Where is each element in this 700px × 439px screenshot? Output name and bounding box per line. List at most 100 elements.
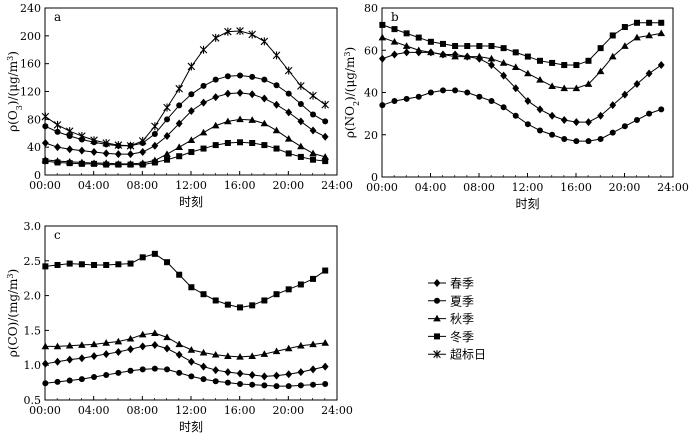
- data-point-square: [285, 286, 292, 293]
- x-tick-label: 16:00: [560, 181, 592, 194]
- data-point-square: [403, 30, 410, 37]
- data-point-diamond: [78, 146, 86, 155]
- data-point-circle: [42, 380, 49, 387]
- x-tick-label: 24:00: [321, 179, 353, 192]
- y-tick-label: 3.0: [24, 220, 42, 233]
- data-point-square: [54, 261, 61, 268]
- y-tick-label: 1.5: [24, 324, 42, 337]
- legend-label: 春季: [450, 277, 474, 291]
- data-point-circle: [524, 121, 531, 128]
- x-tick-label: 04:00: [415, 181, 447, 194]
- data-point-circle: [200, 376, 207, 383]
- data-point-diamond: [536, 105, 544, 114]
- data-point-circle: [536, 127, 543, 134]
- series-line: [382, 51, 662, 123]
- data-point-triangle: [572, 84, 581, 92]
- data-point-circle: [322, 118, 329, 125]
- data-point-triangle: [463, 52, 472, 60]
- data-point-diamond: [500, 71, 508, 80]
- data-point-square: [322, 158, 329, 165]
- data-point-diamond: [488, 61, 495, 70]
- data-point-square: [573, 62, 580, 69]
- legend-item: 冬季: [428, 329, 474, 344]
- data-point-triangle: [138, 330, 147, 338]
- data-point-triangle: [248, 352, 256, 359]
- legend-label: 秋季: [450, 312, 474, 326]
- data-point-circle: [54, 128, 61, 135]
- data-point-asterisk: [284, 66, 293, 75]
- series-square: [379, 19, 665, 69]
- data-point-asterisk: [175, 84, 183, 93]
- plot-frame: [381, 7, 674, 178]
- series-triangle: [41, 115, 329, 167]
- y-tick-label: 240: [20, 2, 41, 15]
- data-point-square: [176, 271, 183, 278]
- data-point-circle: [633, 116, 640, 123]
- data-point-diamond: [524, 96, 532, 105]
- data-point-square: [273, 145, 280, 152]
- data-point-square: [310, 275, 317, 282]
- data-point-triangle: [211, 350, 220, 358]
- data-point-triangle: [224, 352, 232, 359]
- x-tick-label: 24:00: [657, 181, 689, 194]
- data-point-square: [115, 261, 122, 268]
- y-tick-label: 1.0: [24, 359, 42, 372]
- data-point-square: [224, 139, 231, 146]
- y-tick-label: 40: [27, 141, 41, 154]
- data-point-diamond: [114, 347, 122, 356]
- data-point-diamond: [572, 118, 580, 127]
- data-point-diamond: [102, 350, 110, 359]
- data-point-diamond: [90, 148, 98, 157]
- data-point-square: [310, 156, 317, 163]
- series-line: [45, 118, 326, 165]
- data-point-triangle: [65, 341, 74, 349]
- data-point-asterisk: [187, 62, 196, 71]
- data-point-square: [115, 161, 122, 168]
- data-point-square: [237, 139, 244, 146]
- data-point-circle: [285, 90, 292, 97]
- data-point-diamond: [151, 341, 159, 350]
- data-point-square: [188, 284, 195, 291]
- data-point-circle: [103, 371, 110, 378]
- data-point-triangle: [102, 339, 110, 346]
- legend-item: 超标日: [428, 347, 486, 362]
- data-point-circle: [200, 82, 207, 89]
- data-point-diamond: [297, 368, 305, 377]
- data-point-square: [297, 281, 304, 288]
- legend-label: 夏季: [450, 294, 474, 308]
- data-point-asterisk: [151, 122, 159, 131]
- label-fragment: )/(μg/m: [343, 56, 357, 101]
- data-point-square: [78, 261, 85, 268]
- data-point-square: [91, 160, 98, 167]
- data-point-triangle: [236, 115, 244, 123]
- chart-panel-a: 00:00 04:00 08:00 12:00 16:00 20:00 24:00 0 40 80…: [6, 2, 353, 209]
- data-point-diamond: [285, 370, 293, 379]
- data-point-square: [476, 43, 483, 50]
- data-point-asterisk: [65, 127, 74, 136]
- legend-label: 冬季: [450, 329, 474, 344]
- y-tick-label: 0.5: [24, 394, 42, 407]
- data-point-triangle: [621, 42, 629, 49]
- data-point-diamond: [102, 149, 110, 158]
- data-point-triangle: [475, 52, 484, 60]
- data-point-diamond: [309, 365, 317, 374]
- data-point-circle: [646, 110, 653, 117]
- series-triangle: [41, 329, 329, 360]
- data-point-triangle: [211, 121, 220, 129]
- x-tick-label: 12:00: [175, 179, 207, 192]
- data-point-circle: [237, 72, 244, 79]
- data-point-circle: [212, 378, 219, 385]
- data-point-triangle: [163, 150, 171, 157]
- data-point-diamond: [187, 106, 195, 115]
- data-point-square: [464, 43, 471, 50]
- x-tick-label: 16:00: [224, 404, 256, 417]
- data-point-diamond: [560, 115, 568, 124]
- data-point-circle: [176, 369, 183, 376]
- data-point-square: [249, 139, 256, 146]
- data-point-triangle: [187, 136, 196, 144]
- data-point-circle: [585, 138, 592, 145]
- data-point-circle: [285, 383, 292, 390]
- data-point-square: [42, 158, 49, 165]
- data-point-asterisk: [260, 37, 269, 46]
- data-point-triangle: [78, 341, 86, 348]
